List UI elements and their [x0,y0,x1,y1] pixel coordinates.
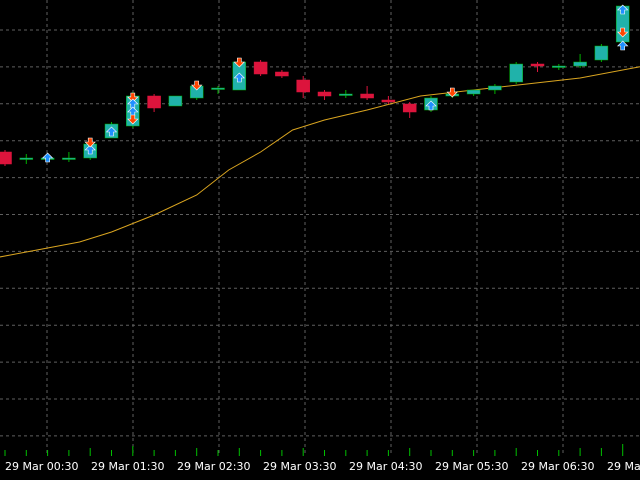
arrow-shape [127,92,139,103]
buy-arrow-icon [84,144,96,155]
candle [488,84,502,94]
candle [381,96,396,104]
candle [466,89,481,96]
x-tick-label: 29 Mar 06:30 [521,460,594,473]
candle-body [147,95,161,109]
candle [62,152,76,162]
candle-body [509,63,523,83]
sell-arrow-icon [616,27,629,38]
signal-arrows-layer [41,4,629,163]
x-tick-label: 29 Mar 02:30 [177,460,250,473]
candle-body [317,91,332,97]
buy-arrow-icon [41,152,54,163]
candle-body [62,157,76,160]
arrow-shape [233,72,246,83]
sell-arrow-icon [233,57,246,68]
grid-lines [0,0,640,456]
arrow-shape [84,137,96,148]
arrow-shape [84,144,96,155]
arrow-shape [616,40,629,51]
candle-body [552,65,566,68]
buy-arrow-icon [105,126,118,137]
x-tick-label: 29 Mar 01:30 [91,460,164,473]
candle-body [360,93,374,99]
arrow-shape [127,114,139,125]
buy-arrow-icon [616,4,629,15]
candle [594,44,609,62]
arrow-shape [105,126,118,137]
candle [296,76,310,98]
sell-arrow-icon [127,114,139,125]
candle [339,90,353,98]
candle-body [211,87,225,90]
arrow-shape [41,152,54,163]
sell-arrow-icon [84,137,96,148]
buy-arrow-icon [425,100,437,111]
buy-arrow-icon [616,40,629,51]
candle [317,90,332,100]
candle [211,86,225,94]
sell-arrow-icon [190,80,203,91]
candle [147,94,161,112]
x-tick-label: 29 Mar 05:30 [435,460,508,473]
volume-layer [4,444,624,456]
candle-body [168,95,183,107]
candle-body [275,71,289,77]
candle [0,150,12,166]
candle [530,62,545,72]
candle [402,102,417,118]
arrow-shape [616,27,629,38]
sell-arrow-icon [446,87,459,98]
x-tick-label: 29 Mar 00:30 [5,460,78,473]
x-tick-label: 29 Mar 03:30 [263,460,336,473]
candle-body [466,89,481,95]
candle [275,70,289,78]
arrow-shape [446,87,459,98]
candle-body [488,85,502,91]
candle-body [253,61,268,75]
candle [19,154,34,164]
arrow-shape [190,80,203,91]
candle [253,60,268,76]
buy-arrow-icon [233,72,246,83]
candle [509,62,523,84]
x-tick-label: 29 Mar 07:30 [607,460,640,473]
candle [552,64,566,70]
arrow-shape [233,57,246,68]
candle-body [530,63,545,67]
candle-body [381,99,396,103]
candle [360,86,374,100]
arrow-shape [616,4,629,15]
x-tick-label: 29 Mar 04:30 [349,460,422,473]
candle-body [594,45,609,61]
time-axis: 29 Mar 00:30 29 Mar 01:30 29 Mar 02:30 29 M… [5,460,640,473]
candle-body [0,151,12,165]
candle-body [339,93,353,96]
candle-body [402,103,417,113]
candle-body [573,61,587,67]
candle-body [19,157,34,160]
candle-body [296,79,310,93]
sell-arrow-icon [127,92,139,103]
candle [573,54,587,68]
arrow-shape [425,100,437,111]
candle [168,95,183,107]
